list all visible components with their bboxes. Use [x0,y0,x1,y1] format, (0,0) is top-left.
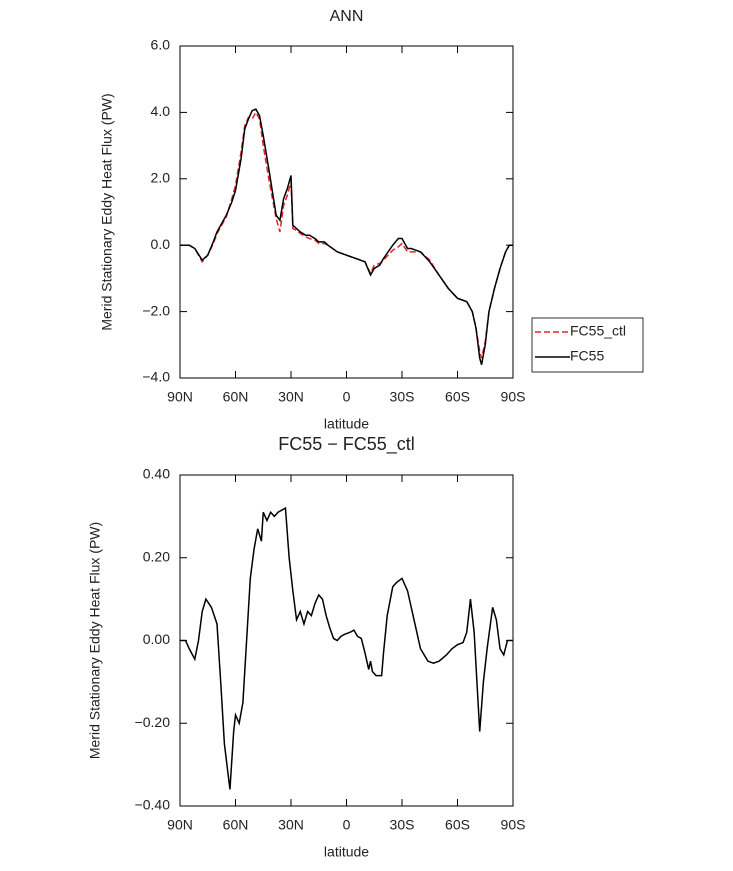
x-tick-label: 60S [445,389,470,405]
data-line [180,108,513,365]
x-tick-label: 90N [167,389,193,405]
x-axis-label: latitude [324,416,369,432]
x-tick-label: 90N [167,817,193,833]
y-tick-label: −4.0 [142,369,170,385]
y-tick-label: −2.0 [142,302,170,318]
x-tick-label: 60N [223,389,249,405]
y-axis-label: Merid Stationary Eddy Heat Flux (PW) [87,522,103,759]
x-tick-label: 0 [343,389,351,405]
data-line [180,110,513,359]
x-tick-label: 60S [445,817,470,833]
x-axis-label: latitude [324,844,369,860]
y-tick-label: 0.00 [143,631,170,647]
y-tick-label: 6.0 [151,37,171,53]
legend-label: FC55 [570,348,604,364]
x-tick-label: 30S [390,817,415,833]
plot-frame [179,45,514,379]
legend-label: FC55_ctl [570,323,626,339]
y-tick-label: 4.0 [151,103,171,119]
x-tick-label: 60N [223,817,249,833]
chart-title: FC55 − FC55_ctl [278,434,415,455]
x-tick-label: 30N [278,389,304,405]
y-tick-label: 0.40 [143,466,170,482]
data-line [180,506,513,790]
y-tick-label: 0.0 [151,236,171,252]
y-tick-label: 0.20 [143,548,170,564]
y-axis-label: Merid Stationary Eddy Heat Flux (PW) [99,93,115,330]
legend-box [531,317,644,373]
chart-title: ANN [330,8,364,25]
x-tick-label: 90S [501,817,526,833]
y-tick-label: 2.0 [151,170,171,186]
x-tick-label: 30S [390,389,415,405]
x-tick-label: 90S [501,389,526,405]
y-tick-label: −0.20 [135,714,171,730]
x-tick-label: 0 [343,817,351,833]
x-tick-label: 30N [278,817,304,833]
y-tick-label: −0.40 [135,797,171,813]
